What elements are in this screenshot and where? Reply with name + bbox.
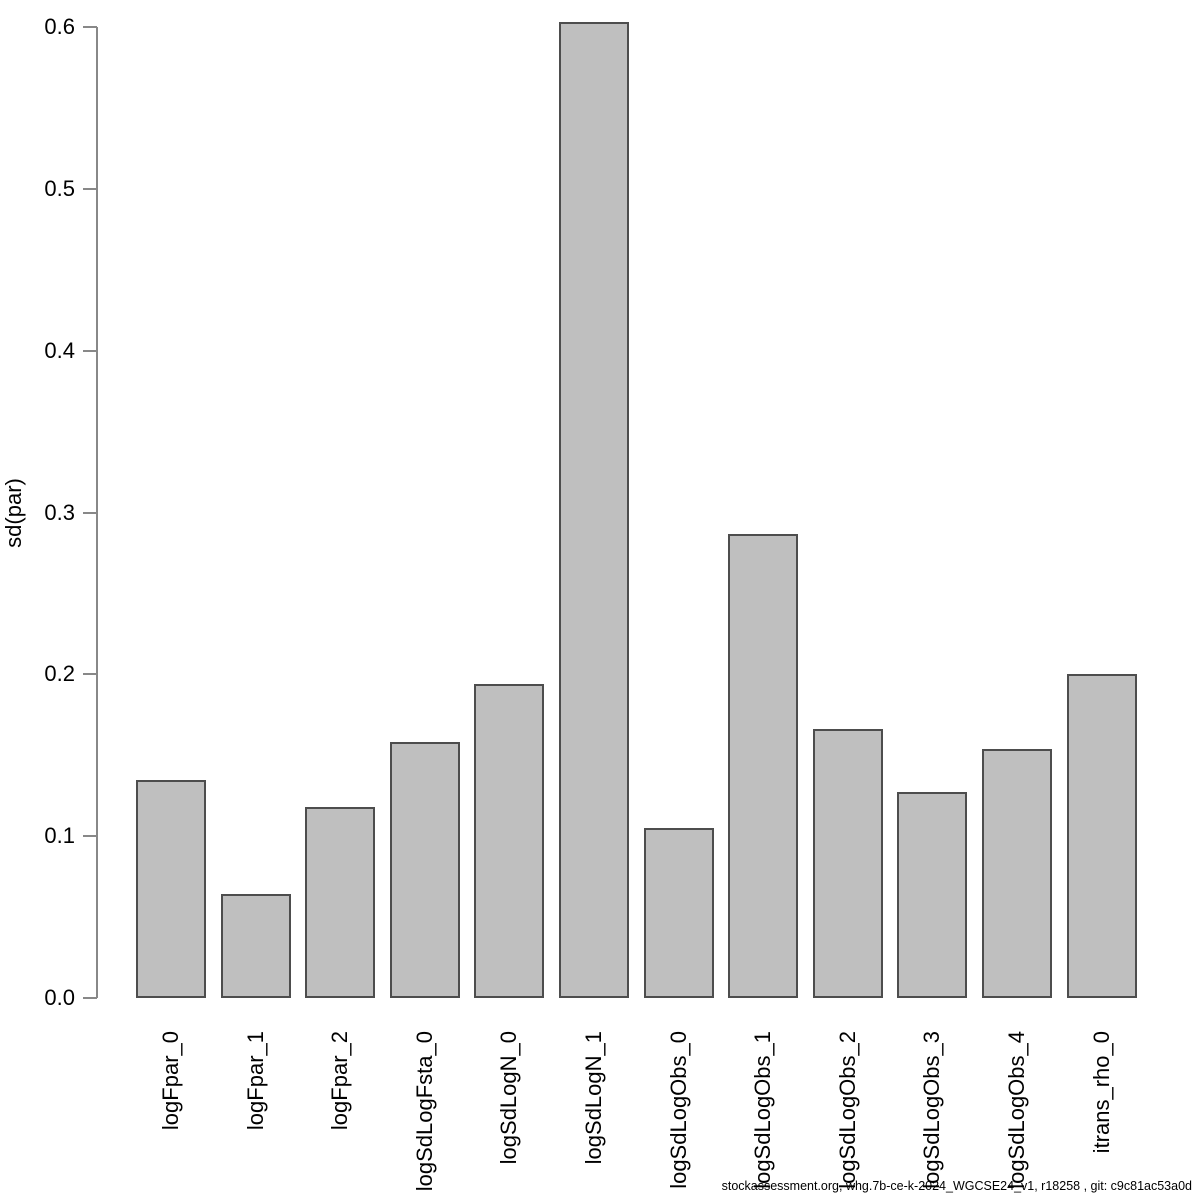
y-tick-label: 0.0 <box>44 985 75 1010</box>
x-tick-label: logFpar_0 <box>158 1031 183 1131</box>
x-tick-label: logSdLogN_0 <box>496 1031 522 1165</box>
y-tick-mark <box>83 511 97 514</box>
x-tick-label: logSdLogObs_4 <box>1004 1031 1029 1189</box>
x-tick-label: logSdLogFsta_0 <box>411 1031 437 1192</box>
bar-logSdLogObs_3 <box>897 792 968 998</box>
x-tick-label: itrans_rho_0 <box>1088 1031 1114 1154</box>
footer-text: stockassessment.org, whg.7b-ce-k-2024_WG… <box>721 1179 1192 1193</box>
y-tick-mark <box>83 997 97 999</box>
y-tick-label: 0.6 <box>44 14 75 39</box>
bar-logFpar_1 <box>220 894 291 998</box>
y-tick-label: 0.2 <box>44 661 75 687</box>
y-tick-mark <box>83 349 97 352</box>
bar-logFpar_2 <box>305 807 376 998</box>
bar-logSdLogN_0 <box>474 684 545 998</box>
bar-logSdLogFsta_0 <box>389 742 460 998</box>
y-tick-mark <box>83 26 97 28</box>
y-tick-mark <box>83 187 97 190</box>
y-tick-mark <box>83 673 97 676</box>
y-tick-label: 0.5 <box>44 175 75 201</box>
x-tick-label: logFpar_1 <box>242 1031 268 1131</box>
y-axis-title: sd(par) <box>1 478 26 548</box>
x-tick-label: logFpar_2 <box>327 1031 353 1131</box>
y-tick-mark <box>83 835 97 838</box>
bar-itrans_rho_0 <box>1066 674 1137 998</box>
x-tick-label: logSdLogObs_0 <box>665 1031 691 1189</box>
x-tick-label: logSdLogObs_2 <box>834 1031 860 1189</box>
bar-logSdLogN_1 <box>559 22 629 998</box>
y-tick-label: 0.3 <box>44 499 75 525</box>
bar-logSdLogObs_0 <box>643 828 714 998</box>
x-tick-label: logSdLogObs_3 <box>919 1031 945 1189</box>
bar-logSdLogObs_1 <box>728 533 799 998</box>
y-tick-label: 0.1 <box>44 823 75 849</box>
x-tick-label: logSdLogN_1 <box>581 1031 606 1165</box>
bar-logSdLogObs_2 <box>812 729 883 998</box>
x-tick-label: logSdLogObs_1 <box>750 1031 776 1189</box>
bar-logFpar_0 <box>136 779 206 998</box>
y-tick-label: 0.4 <box>44 337 75 363</box>
y-axis-line <box>96 27 98 998</box>
bar-logSdLogObs_4 <box>982 748 1052 998</box>
